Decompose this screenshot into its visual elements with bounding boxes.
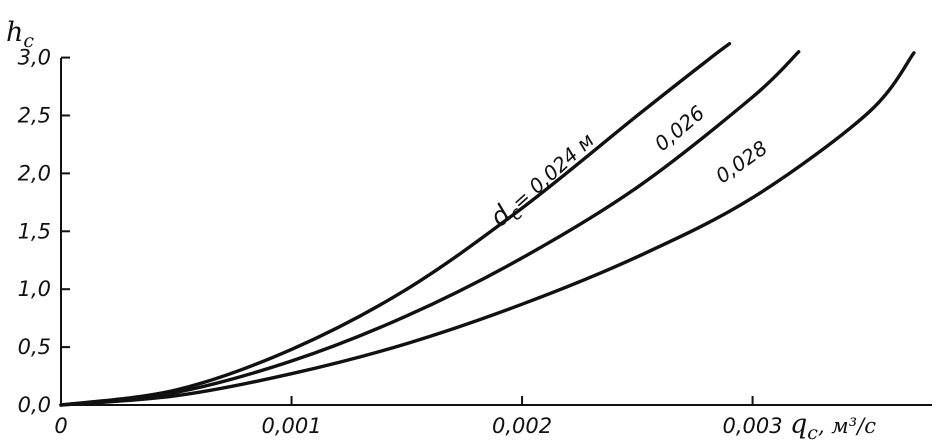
y-tick-label: 2,5 (18, 103, 51, 127)
x-axis-title: qc, м³/с (790, 409, 876, 444)
series-curves (59, 42, 916, 407)
y-tick-label: 2,0 (18, 161, 51, 185)
series-line-0 (59, 42, 732, 407)
series-label-1: 0,026 (650, 101, 709, 156)
series-label-2: 0,028 (711, 136, 772, 189)
x-tick-label: 0,001 (261, 414, 321, 438)
series-line-1 (59, 50, 801, 407)
series-line-2 (59, 51, 916, 407)
x-tick-label: 0 (54, 414, 67, 438)
x-tick-label: 0,003 (723, 414, 783, 438)
ticks: 0,0 0,5 1,0 1,5 2,0 2,5 3,0 0 0,001 0,002 0,003 (18, 46, 783, 438)
x-tick-label: 0,002 (492, 414, 552, 438)
y-axis-title: hc (6, 17, 34, 52)
y-tick-label: 0,0 (18, 393, 51, 417)
y-tick-label: 1,5 (18, 219, 51, 243)
y-tick-label: 3,0 (18, 46, 51, 70)
axes (60, 58, 932, 406)
y-tick-label: 0,5 (18, 335, 51, 359)
y-tick-label: 1,0 (18, 277, 51, 301)
